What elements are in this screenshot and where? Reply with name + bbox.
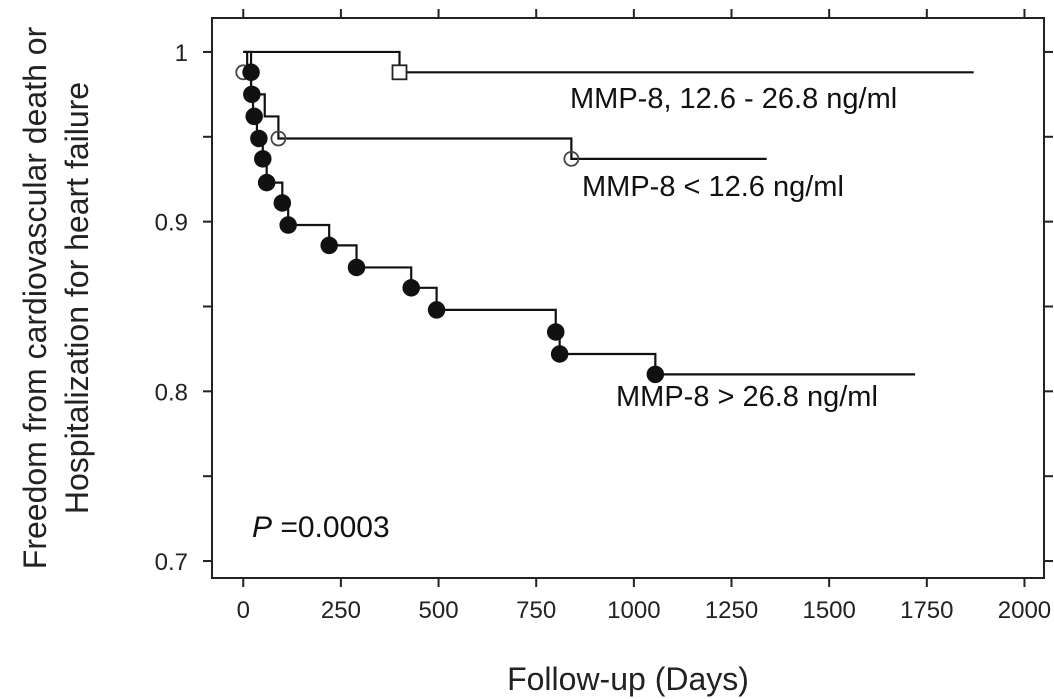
marker-filled-circle — [427, 301, 446, 319]
marker-open-circle — [270, 130, 287, 147]
y-tick-label: 0.7 — [155, 549, 188, 576]
p-value: =0.0003 — [272, 511, 390, 544]
y-axis-title-line2: Hospitalization for heart failure — [59, 82, 95, 514]
x-tick-label: 1250 — [705, 597, 758, 624]
marker-filled-circle — [279, 216, 297, 234]
x-tick-label: 1000 — [607, 597, 660, 624]
x-tick-label: 500 — [419, 597, 459, 624]
x-tick-label: 0 — [237, 597, 250, 624]
y-tick-label: 0.9 — [155, 210, 188, 237]
marker-filled-circle — [546, 323, 565, 341]
series-label-low: MMP-8 < 12.6 ng/ml — [582, 171, 844, 203]
plot-frame — [211, 17, 1045, 579]
x-tick-label: 250 — [321, 597, 361, 624]
p-value-annotation: P =0.0003 — [252, 511, 390, 544]
x-tick-label: 1500 — [802, 597, 855, 624]
marker-filled-circle — [245, 107, 263, 126]
x-tick-label: 1750 — [900, 597, 953, 624]
marker-filled-circle — [250, 129, 268, 148]
marker-filled-circle — [242, 63, 260, 82]
marker-filled-circle — [347, 258, 366, 277]
x-tick-label: 750 — [516, 597, 556, 624]
axis-ticks — [203, 9, 1053, 587]
series-label-mid: MMP-8, 12.6 - 26.8 ng/ml — [570, 83, 897, 115]
marker-filled-circle — [257, 173, 276, 192]
marker-filled-circle — [550, 345, 569, 363]
series-curve-0 — [243, 50, 974, 74]
y-axis-title-line1: Freedom from cardiovascular death or — [17, 26, 53, 569]
x-tick-labels: 0 250 500 750 1000 1250 1500 1750 2000 — [237, 597, 1052, 624]
y-axis-title: Freedom from cardiovascular death or Hos… — [17, 26, 95, 569]
x-axis-title: Follow-up (Days) — [507, 661, 749, 697]
marker-filled-circle — [320, 236, 338, 255]
marker-open-circle — [563, 150, 580, 167]
marker-open-square — [391, 64, 408, 81]
x-tick-label: 2000 — [998, 597, 1051, 624]
marker-filled-circle — [254, 150, 272, 168]
y-tick-labels: 0.7 0.8 0.9 1 — [155, 40, 188, 576]
y-tick-label: 1 — [175, 40, 188, 67]
marker-filled-circle — [402, 279, 420, 297]
marker-filled-circle — [273, 194, 292, 212]
p-symbol: P — [252, 511, 272, 544]
censor-markers — [235, 63, 665, 384]
series-label-high: MMP-8 > 26.8 ng/ml — [616, 381, 878, 413]
marker-filled-circle — [243, 85, 261, 104]
marker-filled-circle — [646, 365, 665, 384]
y-tick-label: 0.8 — [155, 379, 188, 406]
